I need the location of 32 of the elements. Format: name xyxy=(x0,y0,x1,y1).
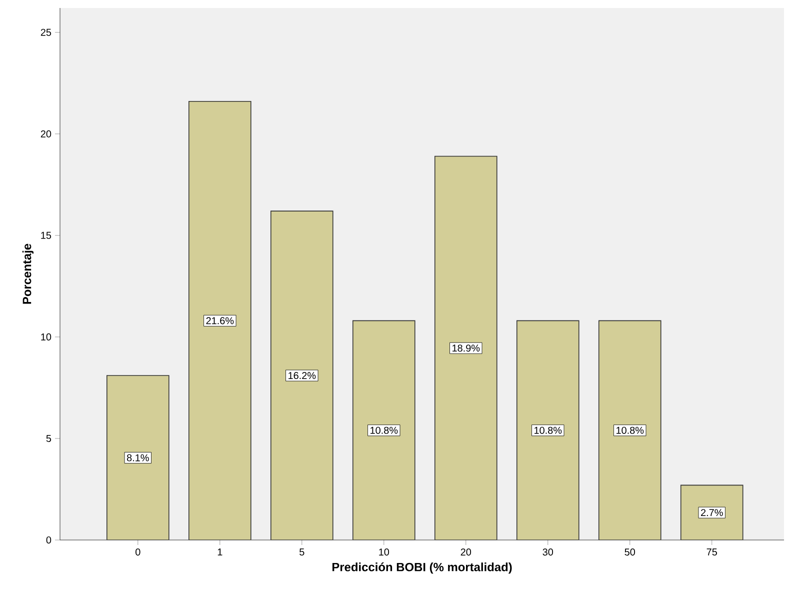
data-label: 2.7% xyxy=(701,509,723,516)
bar xyxy=(188,101,252,540)
x-tick-label: 20 xyxy=(460,548,472,556)
x-tick-label: 0 xyxy=(136,548,140,556)
bar xyxy=(516,320,580,540)
y-tick-label: 10 xyxy=(41,333,52,340)
y-tick-label: 0 xyxy=(46,536,52,544)
x-axis-title: Predicción BOBI (% mortalidad) xyxy=(332,562,512,574)
y-axis-title: Porcentaje xyxy=(22,244,34,304)
data-label: 21.6% xyxy=(206,317,234,324)
bar xyxy=(434,156,498,540)
x-tick-label: 30 xyxy=(542,548,554,556)
y-tick-label: 15 xyxy=(41,232,52,239)
x-tick-label: 75 xyxy=(706,548,717,556)
data-label: 10.8% xyxy=(534,426,562,434)
bar xyxy=(106,375,170,540)
bar xyxy=(352,320,416,540)
y-tick-label: 25 xyxy=(40,28,52,36)
data-label: 8.1% xyxy=(126,454,149,462)
x-tick-label: 5 xyxy=(300,548,304,556)
data-label: 10.8% xyxy=(616,426,644,434)
data-label: 18.9% xyxy=(452,344,480,352)
x-tick-label: 10 xyxy=(379,548,390,556)
data-label: 10.8% xyxy=(370,426,398,434)
bar xyxy=(270,210,334,540)
y-tick-label: 5 xyxy=(46,434,52,442)
bar xyxy=(680,484,744,540)
bar xyxy=(598,320,662,540)
data-label: 16.2% xyxy=(288,372,316,380)
y-tick-label: 20 xyxy=(40,130,52,138)
x-tick-label: 1 xyxy=(218,548,222,556)
x-tick-label: 50 xyxy=(624,548,636,556)
